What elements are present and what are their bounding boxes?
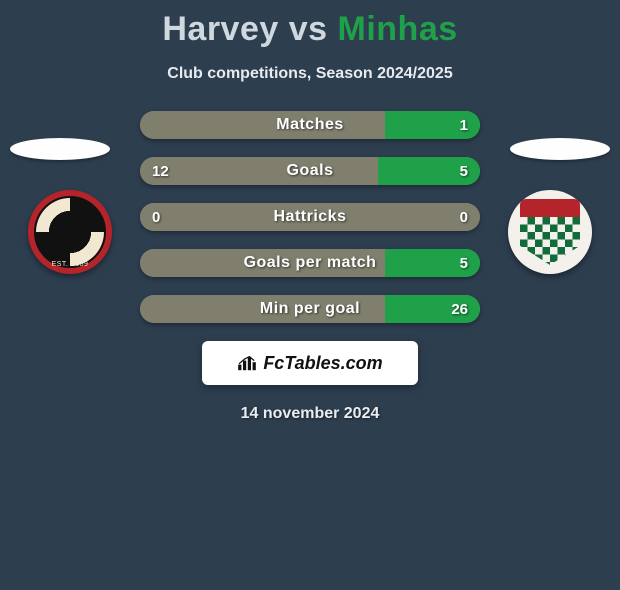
title-vs: vs — [289, 10, 328, 48]
date-text: 14 november 2024 — [0, 405, 620, 423]
stat-label: Hattricks — [140, 203, 480, 231]
stat-row: 26Min per goal — [140, 295, 480, 323]
brand-text: FcTables.com — [263, 353, 382, 374]
page-title: Harvey vs Minhas — [0, 10, 620, 49]
stat-label: Min per goal — [140, 295, 480, 323]
stat-label: Goals — [140, 157, 480, 185]
bar-chart-icon — [237, 355, 257, 371]
stat-row: 1Matches — [140, 111, 480, 139]
title-player1: Harvey — [162, 10, 278, 48]
stat-label: Goals per match — [140, 249, 480, 277]
stat-row: 00Hattricks — [140, 203, 480, 231]
brand-badge[interactable]: FcTables.com — [202, 341, 418, 385]
subtitle: Club competitions, Season 2024/2025 — [0, 65, 620, 83]
comparison-chart: 1Matches 125Goals 00Hattricks 5Goals per ma… — [0, 111, 620, 323]
stat-row: 125Goals — [140, 157, 480, 185]
brand-content: FcTables.com — [237, 353, 382, 374]
stat-row: 5Goals per match — [140, 249, 480, 277]
stat-label: Matches — [140, 111, 480, 139]
title-player2: Minhas — [338, 10, 458, 48]
